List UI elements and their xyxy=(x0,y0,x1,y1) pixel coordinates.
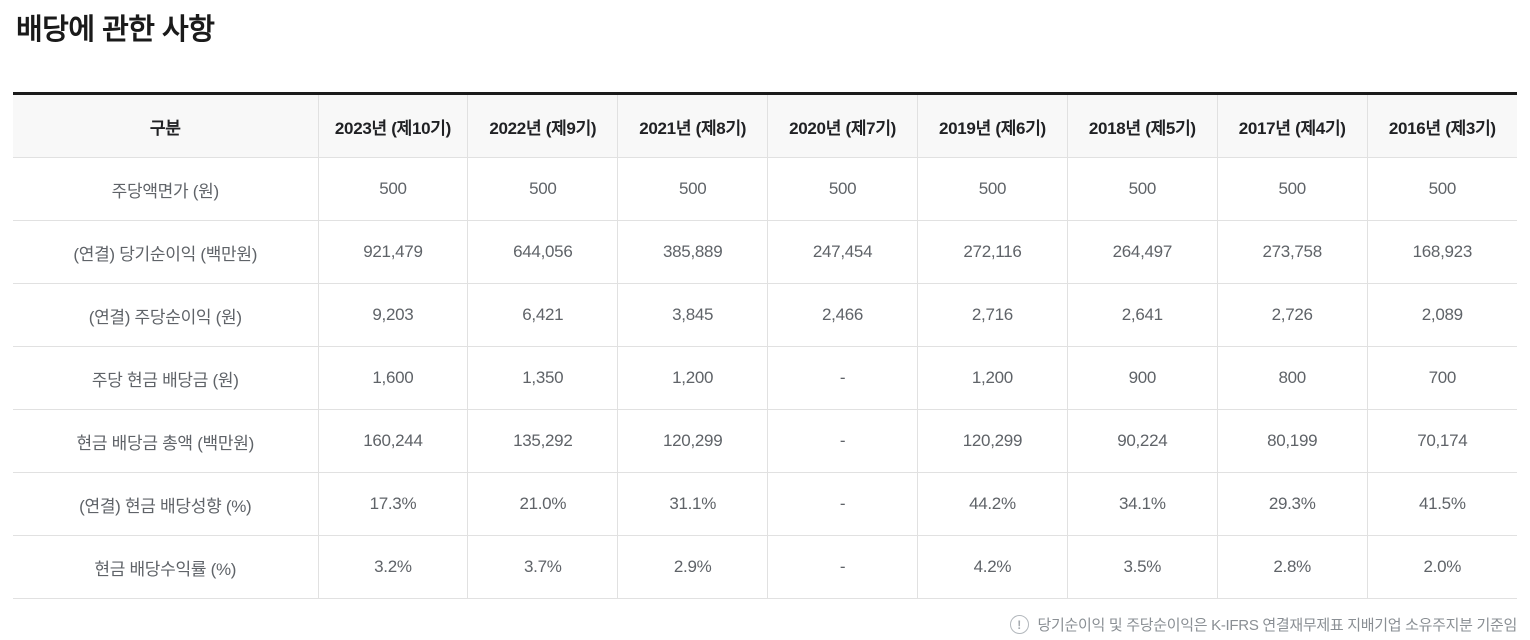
table-cell: 247,454 xyxy=(767,220,918,284)
row-label: (연결) 당기순이익 (백만원) xyxy=(13,220,318,284)
table-cell: 273,758 xyxy=(1216,220,1368,284)
table-cell: 3.7% xyxy=(467,535,618,599)
page-title: 배당에 관한 사항 xyxy=(16,14,215,46)
table-cell: 9,203 xyxy=(317,283,468,347)
table-cell: 41.5% xyxy=(1366,472,1517,536)
table-cell: 2,641 xyxy=(1066,283,1218,347)
table-cell: 500 xyxy=(1066,157,1218,221)
table-row: (연결) 주당순이익 (원) 9,203 6,421 3,845 2,466 2… xyxy=(13,283,1517,347)
table-cell: 644,056 xyxy=(467,220,618,284)
table-cell: 3.5% xyxy=(1066,535,1218,599)
table-header-row: 구분 2023년 (제10기) 2022년 (제9기) 2021년 (제8기) … xyxy=(13,93,1517,158)
table-row: 현금 배당금 총액 (백만원) 160,244 135,292 120,299 … xyxy=(13,409,1517,473)
dividend-table-container: 구분 2023년 (제10기) 2022년 (제9기) 2021년 (제8기) … xyxy=(13,92,1517,599)
table-cell: - xyxy=(767,535,918,599)
table-row: 주당 현금 배당금 (원) 1,600 1,350 1,200 - 1,200 … xyxy=(13,346,1517,410)
table-cell: 500 xyxy=(1216,157,1368,221)
table-cell: 500 xyxy=(1366,157,1517,221)
table-cell: 2,466 xyxy=(767,283,918,347)
table-cell: 21.0% xyxy=(467,472,618,536)
column-header-2020: 2020년 (제7기) xyxy=(767,93,918,158)
table-cell: 160,244 xyxy=(317,409,468,473)
table-cell: 44.2% xyxy=(917,472,1068,536)
table-row: (연결) 당기순이익 (백만원) 921,479 644,056 385,889… xyxy=(13,220,1517,284)
table-cell: 3,845 xyxy=(617,283,768,347)
table-cell: 500 xyxy=(467,157,618,221)
column-header-2022: 2022년 (제9기) xyxy=(467,93,618,158)
column-header-2017: 2017년 (제4기) xyxy=(1216,93,1368,158)
table-cell: 800 xyxy=(1216,346,1368,410)
column-header-2023: 2023년 (제10기) xyxy=(317,93,468,158)
table-cell: 1,200 xyxy=(617,346,768,410)
table-cell: 29.3% xyxy=(1216,472,1368,536)
dividend-table: 구분 2023년 (제10기) 2022년 (제9기) 2021년 (제8기) … xyxy=(13,92,1517,599)
table-cell: 264,497 xyxy=(1066,220,1218,284)
table-cell: - xyxy=(767,472,918,536)
table-cell: 34.1% xyxy=(1066,472,1218,536)
table-cell: 90,224 xyxy=(1066,409,1218,473)
table-cell: 921,479 xyxy=(317,220,468,284)
table-cell: 120,299 xyxy=(917,409,1068,473)
row-label: (연결) 주당순이익 (원) xyxy=(13,283,318,347)
row-label: 주당 현금 배당금 (원) xyxy=(13,346,318,410)
table-cell: 135,292 xyxy=(467,409,618,473)
table-cell: 168,923 xyxy=(1366,220,1517,284)
column-header-2019: 2019년 (제6기) xyxy=(917,93,1068,158)
table-row: (연결) 현금 배당성향 (%) 17.3% 21.0% 31.1% - 44.… xyxy=(13,472,1517,536)
table-cell: 4.2% xyxy=(917,535,1068,599)
table-cell: 3.2% xyxy=(317,535,468,599)
table-cell: 70,174 xyxy=(1366,409,1517,473)
table-cell: 2.8% xyxy=(1216,535,1368,599)
table-row: 현금 배당수익률 (%) 3.2% 3.7% 2.9% - 4.2% 3.5% … xyxy=(13,535,1517,599)
table-cell: 500 xyxy=(617,157,768,221)
table-cell: 80,199 xyxy=(1216,409,1368,473)
corner-header: 구분 xyxy=(13,93,318,158)
table-cell: 700 xyxy=(1366,346,1517,410)
exclamation-circle-icon: ! xyxy=(1009,615,1029,634)
table-cell: 2.9% xyxy=(617,535,768,599)
table-cell: 31.1% xyxy=(617,472,768,536)
table-cell: 272,116 xyxy=(917,220,1068,284)
table-cell: 2,089 xyxy=(1366,283,1517,347)
table-row: 주당액면가 (원) 500 500 500 500 500 500 500 50… xyxy=(13,157,1517,221)
footnote: ! 당기순이익 및 주당순이익은 K-IFRS 연결재무제표 지배기업 소유주지… xyxy=(13,614,1517,635)
table-cell: 17.3% xyxy=(317,472,468,536)
table-cell: 500 xyxy=(767,157,918,221)
table-cell: 1,350 xyxy=(467,346,618,410)
table-cell: 2,716 xyxy=(917,283,1068,347)
row-label: 주당액면가 (원) xyxy=(13,157,318,221)
table-cell: 1,600 xyxy=(317,346,468,410)
table-cell: 6,421 xyxy=(467,283,618,347)
column-header-2021: 2021년 (제8기) xyxy=(617,93,768,158)
table-cell: 500 xyxy=(317,157,468,221)
table-cell: 500 xyxy=(917,157,1068,221)
table-cell: 2.0% xyxy=(1366,535,1517,599)
column-header-2018: 2018년 (제5기) xyxy=(1066,93,1218,158)
table-cell: - xyxy=(767,409,918,473)
table-cell: 900 xyxy=(1066,346,1218,410)
footnote-text: 당기순이익 및 주당순이익은 K-IFRS 연결재무제표 지배기업 소유주지분 … xyxy=(1037,617,1518,634)
table-cell: - xyxy=(767,346,918,410)
table-cell: 385,889 xyxy=(617,220,768,284)
table-cell: 120,299 xyxy=(617,409,768,473)
row-label: (연결) 현금 배당성향 (%) xyxy=(13,472,318,536)
table-cell: 1,200 xyxy=(917,346,1068,410)
column-header-2016: 2016년 (제3기) xyxy=(1366,93,1517,158)
row-label: 현금 배당금 총액 (백만원) xyxy=(13,409,318,473)
row-label: 현금 배당수익률 (%) xyxy=(13,535,318,599)
table-cell: 2,726 xyxy=(1216,283,1368,347)
